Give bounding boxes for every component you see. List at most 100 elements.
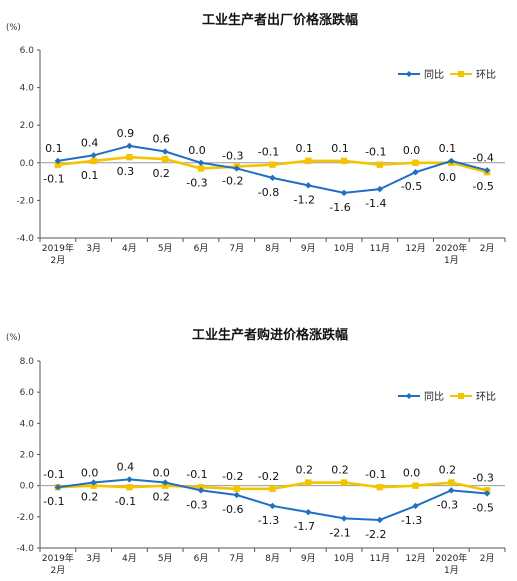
data-point-yoy — [376, 185, 384, 193]
y-tick-label: 0.0 — [20, 159, 35, 169]
data-point-yoy — [161, 479, 169, 486]
data-label-yoy: 0.0 — [188, 144, 206, 157]
data-point-yoy — [197, 159, 205, 166]
data-point-yoy — [448, 487, 455, 494]
data-point-yoy — [340, 189, 348, 197]
data-point-yoy — [54, 484, 62, 491]
data-point-mom — [90, 157, 97, 165]
legend-label: 环比 — [476, 69, 496, 81]
data-point-yoy — [269, 502, 276, 510]
data-point-yoy — [90, 152, 97, 159]
x-tick-label: 5月 — [158, 243, 173, 254]
x-tick-label: 5月 — [158, 553, 173, 564]
chart1-unit: (%) — [6, 23, 21, 33]
data-point-mom — [197, 165, 205, 172]
x-tick-label: 9月 — [301, 243, 316, 254]
data-point-mom — [448, 479, 455, 486]
data-label-yoy: 0.4 — [117, 460, 135, 473]
data-point-mom — [54, 161, 62, 168]
data-label-yoy: -2.1 — [329, 526, 350, 539]
data-label-mom: -0.2 — [222, 175, 243, 188]
legend-marker — [406, 71, 412, 77]
legend-marker — [458, 71, 464, 77]
data-point-yoy — [233, 491, 240, 499]
y-tick-label: -2.0 — [16, 513, 34, 523]
data-point-mom — [376, 161, 384, 168]
chart2-unit: (%) — [6, 333, 21, 343]
y-tick-label: 2.0 — [20, 121, 35, 131]
x-tick-label: 10月 — [334, 243, 354, 254]
x-tick-label: 9月 — [301, 553, 316, 564]
data-label-mom: 0.0 — [152, 467, 170, 480]
legend-label: 同比 — [424, 69, 444, 81]
data-label-mom: 0.2 — [331, 464, 349, 477]
y-tick-label: 6.0 — [20, 46, 35, 56]
data-point-yoy — [376, 516, 384, 524]
y-tick-label: 2.0 — [20, 451, 35, 461]
data-point-yoy — [412, 502, 419, 510]
y-tick-label: 6.0 — [20, 388, 35, 398]
data-label-yoy: -1.7 — [294, 520, 315, 533]
data-point-yoy — [90, 479, 97, 486]
data-label-mom: 0.1 — [81, 169, 99, 182]
x-tick-label: 3月 — [86, 243, 101, 254]
data-label-yoy: 0.9 — [117, 127, 135, 140]
data-label-yoy: -0.5 — [472, 501, 493, 514]
x-tick-label: 12月 — [405, 553, 425, 564]
x-tick-label: 8月 — [265, 243, 280, 254]
x-tick-label: 6月 — [194, 243, 209, 254]
data-point-mom — [269, 485, 276, 492]
data-label-yoy: -1.3 — [258, 514, 279, 527]
data-label-mom: 0.2 — [439, 464, 457, 477]
y-tick-label: 0.0 — [20, 482, 35, 492]
data-label-yoy: -0.5 — [401, 180, 422, 193]
data-point-mom — [340, 479, 348, 486]
data-point-mom — [126, 153, 133, 161]
data-label-mom: -0.1 — [365, 146, 386, 159]
data-point-mom — [412, 482, 419, 489]
data-point-mom — [412, 159, 419, 166]
data-label-mom: 0.0 — [403, 467, 421, 480]
data-label-yoy: 0.1 — [439, 142, 457, 155]
data-label-mom: 0.2 — [296, 464, 314, 477]
data-point-yoy — [305, 508, 312, 516]
data-label-yoy: 0.2 — [152, 491, 170, 504]
data-point-yoy — [233, 165, 240, 172]
y-tick-label: -2.0 — [16, 196, 34, 206]
data-label-yoy: -0.6 — [222, 503, 243, 516]
x-tick-label: 3月 — [86, 553, 101, 564]
data-label-mom: 0.0 — [439, 171, 457, 184]
data-point-yoy — [483, 167, 491, 174]
data-point-yoy — [412, 169, 419, 176]
x-tick-label: 10月 — [334, 553, 354, 564]
x-tick-label: 8月 — [265, 553, 280, 564]
data-label-yoy: 0.4 — [81, 136, 99, 149]
data-point-yoy — [340, 515, 348, 522]
x-tick-label: 2019年 — [42, 242, 74, 254]
data-point-yoy — [305, 182, 312, 189]
x-tick-label: 4月 — [122, 243, 137, 254]
data-label-mom: -0.1 — [43, 468, 64, 481]
y-tick-label: 4.0 — [20, 419, 35, 429]
data-label-yoy: -0.4 — [472, 151, 493, 164]
data-label-mom: -0.3 — [472, 471, 493, 484]
y-tick-label: 8.0 — [20, 357, 35, 367]
data-label-mom: -0.1 — [258, 146, 279, 159]
data-point-mom — [161, 155, 169, 163]
data-label-mom: -0.1 — [115, 495, 136, 508]
data-label-yoy: -2.2 — [365, 528, 386, 541]
data-label-yoy: 0.1 — [45, 142, 63, 155]
legend-label: 环比 — [476, 391, 496, 403]
data-label-yoy: -0.3 — [222, 149, 243, 162]
x-tick-label: 2019年 — [42, 552, 74, 564]
x-tick-label: 2020年 — [435, 242, 467, 254]
y-tick-label: -4.0 — [16, 544, 34, 554]
data-point-yoy — [483, 490, 491, 497]
data-point-yoy — [448, 157, 455, 165]
data-label-mom: 0.1 — [331, 142, 349, 155]
data-label-mom: -0.1 — [365, 468, 386, 481]
data-point-yoy — [126, 142, 133, 150]
